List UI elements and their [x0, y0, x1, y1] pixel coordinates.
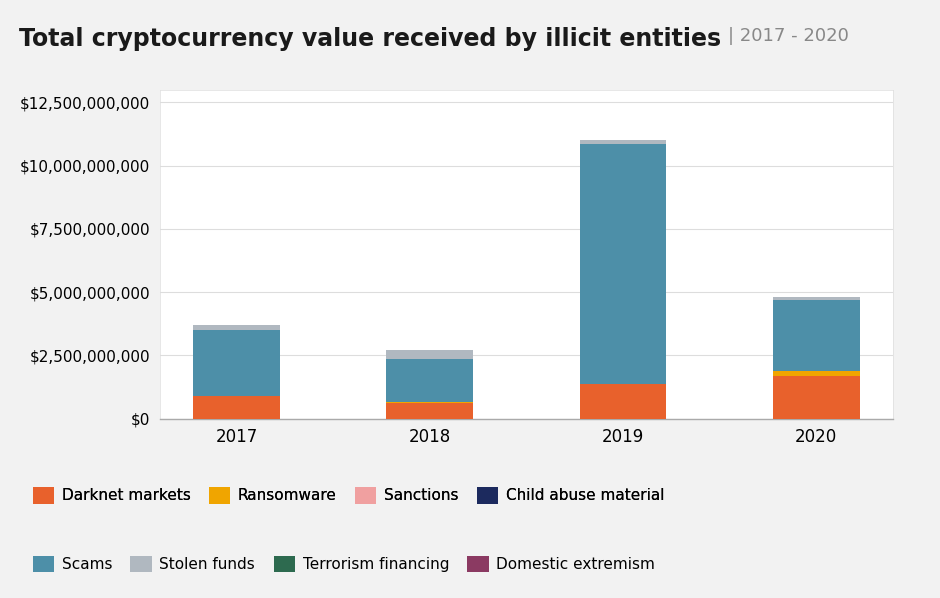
Bar — [580, 385, 666, 419]
Bar — [580, 141, 666, 144]
Bar — [773, 376, 860, 419]
Bar — [386, 359, 473, 402]
Bar — [193, 330, 280, 396]
Bar — [193, 396, 280, 419]
Bar — [386, 402, 473, 404]
Bar — [773, 300, 860, 371]
Bar — [580, 144, 666, 385]
Legend: Darknet markets, Ransomware, Sanctions, Child abuse material: Darknet markets, Ransomware, Sanctions, … — [26, 481, 670, 509]
Bar — [386, 349, 473, 359]
Bar — [386, 404, 473, 419]
Bar — [773, 297, 860, 300]
Text: Total cryptocurrency value received by illicit entities: Total cryptocurrency value received by i… — [19, 27, 721, 51]
Bar — [773, 371, 860, 376]
Text: | 2017 - 2020: | 2017 - 2020 — [728, 27, 850, 45]
Bar — [193, 325, 280, 330]
Legend: Scams, Stolen funds, Terrorism financing, Domestic extremism: Scams, Stolen funds, Terrorism financing… — [26, 550, 662, 578]
